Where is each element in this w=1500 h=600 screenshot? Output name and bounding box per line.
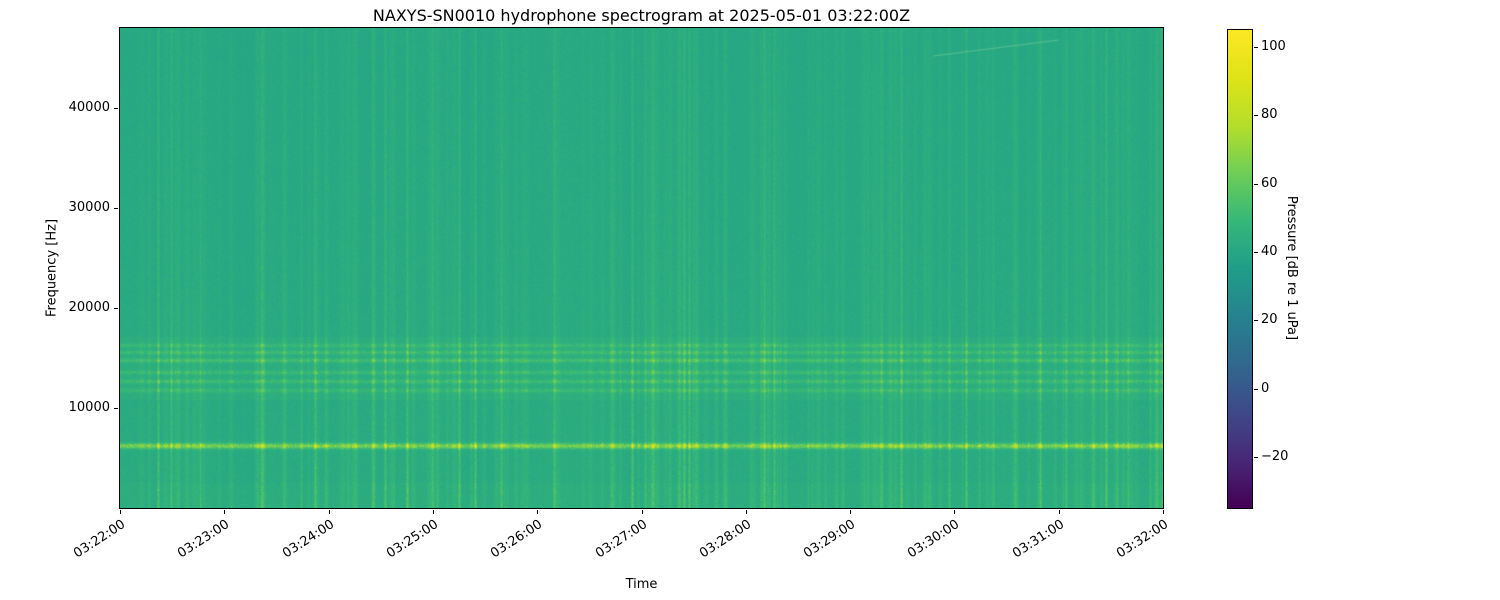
tick-mark bbox=[1254, 183, 1258, 185]
tick-mark bbox=[114, 408, 118, 409]
x-tick-label: 03:22:00 bbox=[71, 517, 129, 562]
x-axis-label: Time bbox=[625, 577, 658, 592]
tick-mark bbox=[120, 510, 121, 514]
tick-mark bbox=[328, 510, 330, 514]
colorbar-label: Pressure [dB re 1 uPa] bbox=[1284, 195, 1299, 341]
y-tick-label: 20000 bbox=[68, 300, 110, 315]
colorbar-tick-label: 40 bbox=[1261, 243, 1278, 259]
tick-mark bbox=[641, 510, 643, 514]
y-tick-label: 30000 bbox=[68, 200, 110, 215]
tick-mark bbox=[114, 208, 118, 209]
colorbar-tick-label: 100 bbox=[1261, 39, 1286, 55]
colorbar-tick-label: 20 bbox=[1261, 312, 1278, 328]
tick-mark bbox=[1254, 388, 1258, 390]
tick-mark bbox=[850, 510, 852, 514]
spectrogram-canvas bbox=[119, 27, 1164, 509]
tick-mark bbox=[1254, 115, 1258, 117]
tick-mark bbox=[745, 510, 747, 514]
colorbar-tick-label: 60 bbox=[1261, 175, 1278, 191]
colorbar-tick-label: 80 bbox=[1261, 107, 1278, 123]
tick-mark bbox=[1254, 320, 1258, 322]
colorbar-tick-label: −20 bbox=[1261, 448, 1289, 464]
colorbar-gradient bbox=[1227, 29, 1253, 509]
tick-mark bbox=[1058, 510, 1060, 514]
tick-mark bbox=[537, 510, 539, 514]
tick-mark bbox=[114, 108, 118, 109]
tick-mark bbox=[1254, 47, 1258, 49]
tick-mark bbox=[114, 308, 118, 309]
tick-mark bbox=[1254, 251, 1258, 253]
y-tick-label: 10000 bbox=[68, 400, 110, 415]
y-tick-label: 40000 bbox=[68, 100, 110, 115]
tick-mark bbox=[224, 510, 226, 514]
tick-mark bbox=[432, 510, 434, 514]
tick-mark bbox=[1163, 510, 1164, 514]
tick-mark bbox=[954, 510, 956, 514]
plot-title: NAXYS-SN0010 hydrophone spectrogram at 2… bbox=[372, 6, 911, 25]
tick-mark bbox=[1254, 456, 1258, 458]
colorbar-tick-label: 0 bbox=[1261, 380, 1270, 396]
